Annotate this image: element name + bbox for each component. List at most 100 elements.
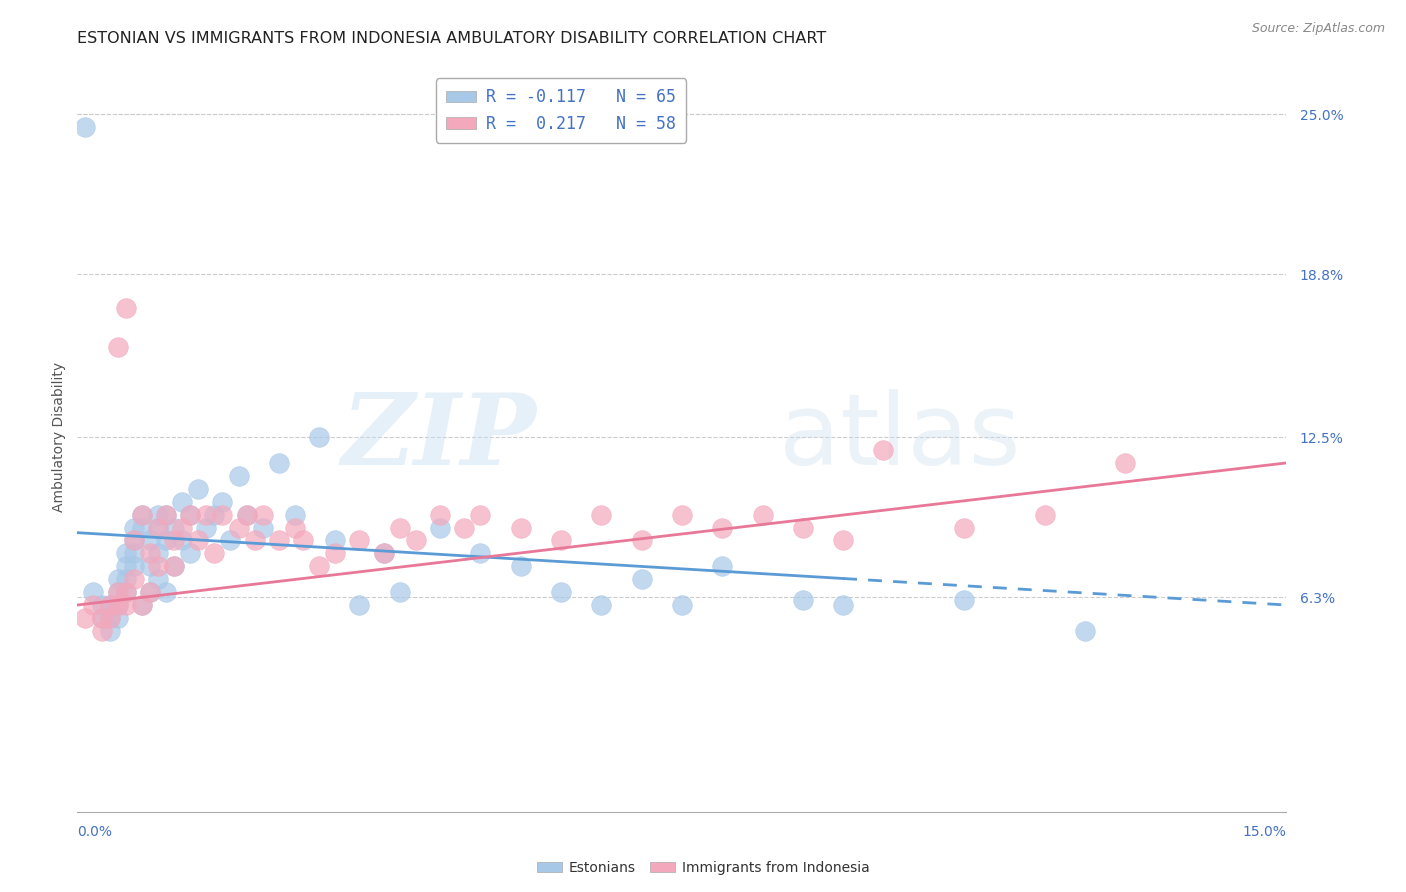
Point (107, 598, 129, 612)
Point (146, 546, 169, 560)
Point (509, 559, 531, 574)
Point (172, 520, 194, 534)
Point (163, 559, 186, 574)
Point (122, 572, 145, 586)
Point (90, 611, 112, 625)
Point (146, 572, 169, 586)
Point (98, 611, 121, 625)
Point (405, 533, 427, 548)
Point (509, 520, 531, 534)
Point (146, 520, 169, 534)
Point (373, 546, 395, 560)
Point (131, 508, 153, 522)
Point (630, 533, 652, 548)
Point (292, 533, 315, 548)
Legend: R = -0.117   N = 65, R =  0.217   N = 58: R = -0.117 N = 65, R = 0.217 N = 58 (436, 78, 686, 143)
Point (323, 533, 346, 548)
Point (114, 585, 136, 599)
Point (832, 598, 855, 612)
Point (235, 508, 257, 522)
Point (155, 508, 177, 522)
Point (1114, 456, 1136, 470)
Point (228, 520, 250, 534)
Point (107, 572, 129, 586)
Point (1074, 624, 1097, 638)
Point (284, 520, 307, 534)
Point (114, 301, 136, 315)
Point (792, 592, 814, 607)
Point (131, 520, 153, 534)
Point (349, 598, 371, 612)
Text: ESTONIAN VS IMMIGRANTS FROM INDONESIA AMBULATORY DISABILITY CORRELATION CHART: ESTONIAN VS IMMIGRANTS FROM INDONESIA AM… (77, 31, 827, 46)
Point (146, 508, 169, 522)
Point (75, 611, 97, 625)
Point (711, 520, 734, 534)
Point (453, 520, 475, 534)
Point (98, 611, 121, 625)
Point (131, 598, 153, 612)
Point (179, 546, 201, 560)
Point (179, 508, 201, 522)
Point (131, 508, 153, 522)
Point (1033, 508, 1056, 522)
Point (163, 520, 186, 534)
Point (591, 598, 613, 612)
Point (139, 585, 162, 599)
Point (122, 533, 145, 548)
Point (373, 546, 395, 560)
Point (155, 508, 177, 522)
Point (98, 598, 121, 612)
Point (146, 559, 169, 574)
Point (172, 494, 194, 508)
Point (349, 533, 371, 548)
Point (155, 533, 177, 548)
Point (832, 533, 855, 548)
Point (107, 585, 129, 599)
Point (114, 546, 136, 560)
Text: ZIP: ZIP (342, 389, 537, 485)
Point (591, 508, 613, 522)
Point (228, 468, 250, 483)
Point (139, 585, 162, 599)
Point (195, 508, 218, 522)
Point (139, 533, 162, 548)
Point (98, 598, 121, 612)
Point (211, 508, 233, 522)
Point (235, 508, 257, 522)
Y-axis label: Ambulatory Disability: Ambulatory Disability (52, 362, 66, 512)
Point (792, 520, 814, 534)
Point (75, 120, 97, 134)
Point (284, 508, 307, 522)
Point (953, 520, 976, 534)
Point (219, 533, 242, 548)
Point (139, 546, 162, 560)
Point (90, 598, 112, 612)
Point (122, 546, 145, 560)
Point (429, 520, 451, 534)
Point (202, 546, 225, 560)
Point (388, 520, 411, 534)
Point (139, 559, 162, 574)
Point (388, 585, 411, 599)
Point (114, 572, 136, 586)
Point (107, 611, 129, 625)
Point (146, 520, 169, 534)
Text: 0.0%: 0.0% (77, 824, 112, 838)
Point (308, 430, 330, 444)
Point (155, 585, 177, 599)
Point (202, 508, 225, 522)
Point (114, 585, 136, 599)
Point (267, 533, 290, 548)
Point (711, 559, 734, 574)
Point (187, 533, 209, 548)
Point (872, 442, 894, 457)
Point (131, 598, 153, 612)
Point (163, 559, 186, 574)
Point (671, 508, 693, 522)
Point (267, 456, 290, 470)
Point (630, 572, 652, 586)
Point (751, 508, 773, 522)
Text: Source: ZipAtlas.com: Source: ZipAtlas.com (1251, 22, 1385, 36)
Point (550, 533, 572, 548)
Point (98, 624, 121, 638)
